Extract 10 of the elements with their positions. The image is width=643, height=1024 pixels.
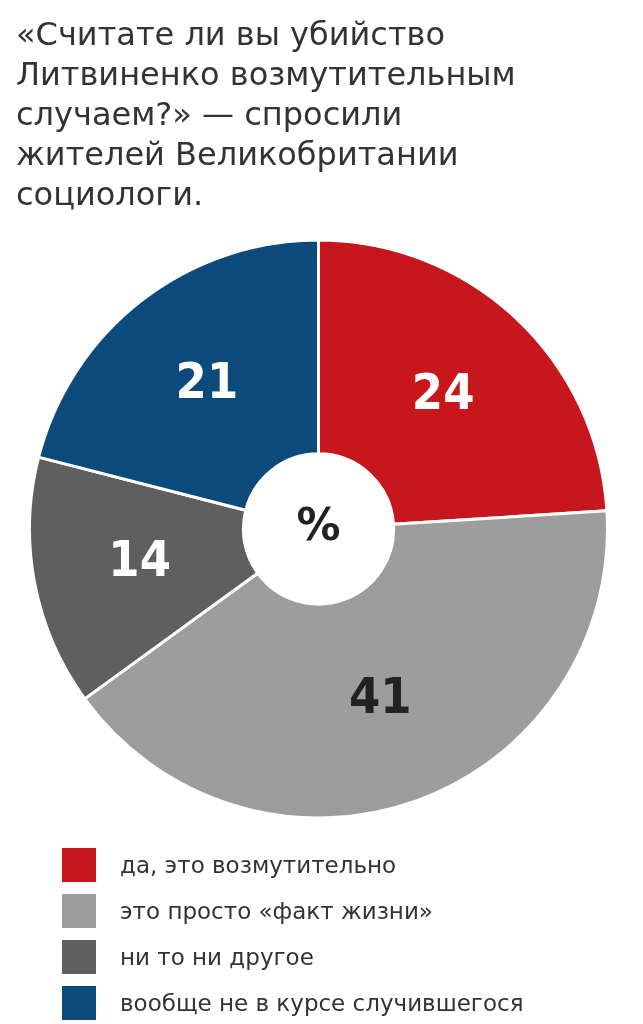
legend-label: это просто «факт жизни» (120, 898, 433, 924)
data-label: 21 (175, 352, 239, 411)
data-label: 14 (108, 530, 171, 589)
text: % (296, 499, 341, 551)
chart-title: «Считате ли вы убийство Литвиненко возмутительным случаем?» — спросили жителей Великобритании социологи. (16, 14, 516, 214)
data-label: 24 (411, 363, 475, 422)
legend-label: ни то ни другое (120, 944, 314, 970)
legend-label: да, это возмутительно (120, 852, 397, 878)
legend-label: вообще не в курсе случившегося (120, 990, 524, 1016)
data-label: 41 (348, 667, 412, 726)
